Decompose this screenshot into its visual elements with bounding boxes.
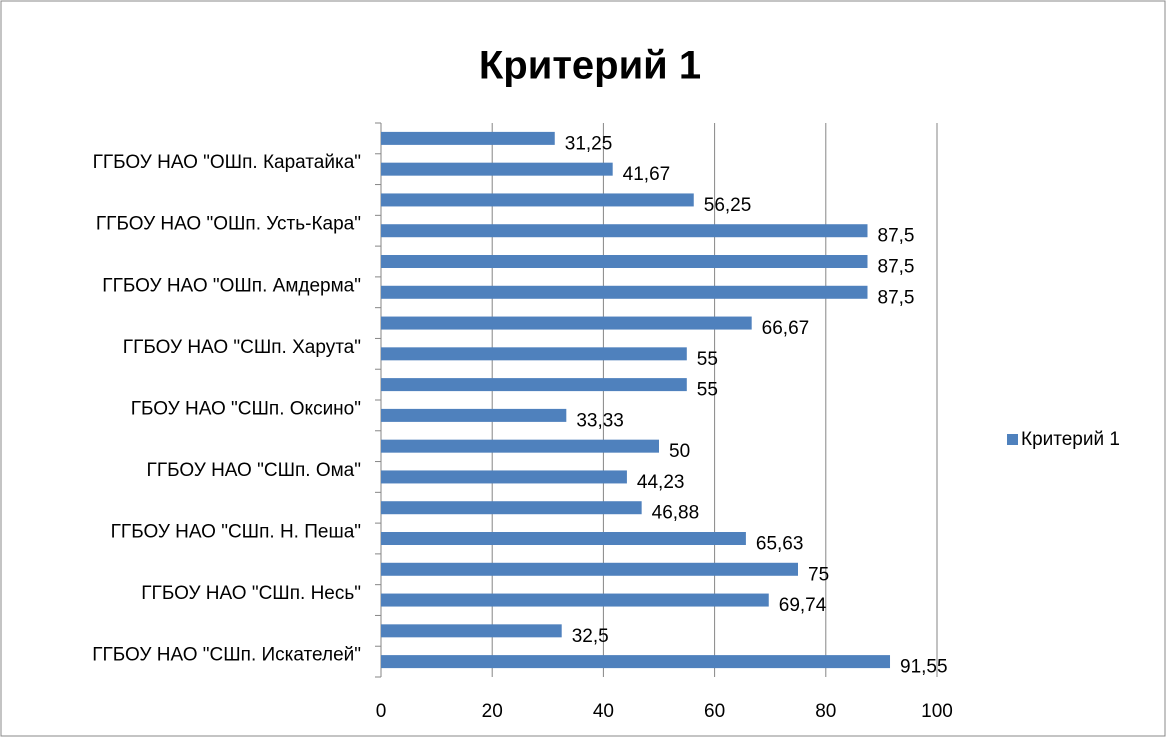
y-tick-label: ГГБОУ НАО "ОШп. Каратайка" <box>93 152 361 173</box>
value-label: 69,74 <box>779 595 827 616</box>
value-label: 32,5 <box>572 626 609 647</box>
y-tick-label: ГГБОУ НАО "СШп. Ома" <box>147 460 361 481</box>
value-label: 87,5 <box>878 257 915 278</box>
bar <box>381 285 868 299</box>
bar <box>381 224 868 238</box>
bar <box>381 655 891 669</box>
bar <box>381 532 746 545</box>
y-tick-label: ГГБОУ НАО "СШп. Харута" <box>123 337 361 358</box>
value-label: 46,88 <box>652 503 700 524</box>
chart-title: Критерий 1 <box>479 44 701 88</box>
bar <box>381 131 555 145</box>
bar <box>381 408 567 422</box>
y-tick-label: ГБОУ НАО "СШп. Оксино" <box>131 398 361 419</box>
y-tick-label: ГГБОУ НАО "ОШп. Амдерма" <box>102 275 361 296</box>
x-tick-label: 80 <box>815 701 836 722</box>
x-tick-label: 100 <box>921 701 953 722</box>
value-label: 66,67 <box>762 318 810 339</box>
value-label: 41,67 <box>623 164 671 185</box>
value-label: 87,5 <box>878 226 915 247</box>
bar <box>381 255 868 268</box>
value-label: 44,23 <box>637 472 685 493</box>
y-tick-label: ГГБОУ НАО "СШп. Н. Пеша" <box>111 522 361 543</box>
x-tick-label: 60 <box>704 701 725 722</box>
value-label: 75 <box>808 564 829 585</box>
value-label: 55 <box>697 349 718 370</box>
value-label: 31,25 <box>565 133 613 154</box>
y-tick-label: ГГБОУ НАО "СШп. Несь" <box>141 583 361 604</box>
y-tick-label: ГГБОУ НАО "ОШп. Усть-Кара" <box>96 214 361 235</box>
value-label: 56,25 <box>704 195 752 216</box>
value-label: 65,63 <box>756 534 804 555</box>
value-label: 91,55 <box>900 657 948 678</box>
value-label: 87,5 <box>878 287 915 308</box>
bar <box>381 624 562 638</box>
bar <box>381 193 694 207</box>
bar <box>381 378 687 392</box>
bar <box>381 562 798 576</box>
legend-label: Критерий 1 <box>1021 429 1120 450</box>
bar <box>381 439 659 453</box>
x-tick-label: 20 <box>482 701 503 722</box>
x-tick-label: 40 <box>593 701 614 722</box>
y-tick-label: ГГБОУ НАО "СШп. Искателей" <box>92 645 361 666</box>
bar <box>381 162 613 176</box>
legend-swatch <box>1007 434 1018 445</box>
bar <box>381 593 769 607</box>
value-label: 33,33 <box>576 410 624 431</box>
x-tick-label: 0 <box>376 701 387 722</box>
bar <box>381 470 627 484</box>
bar <box>381 347 687 361</box>
bar <box>381 316 752 330</box>
bar <box>381 501 642 515</box>
value-label: 55 <box>697 380 718 401</box>
value-label: 50 <box>669 441 690 462</box>
